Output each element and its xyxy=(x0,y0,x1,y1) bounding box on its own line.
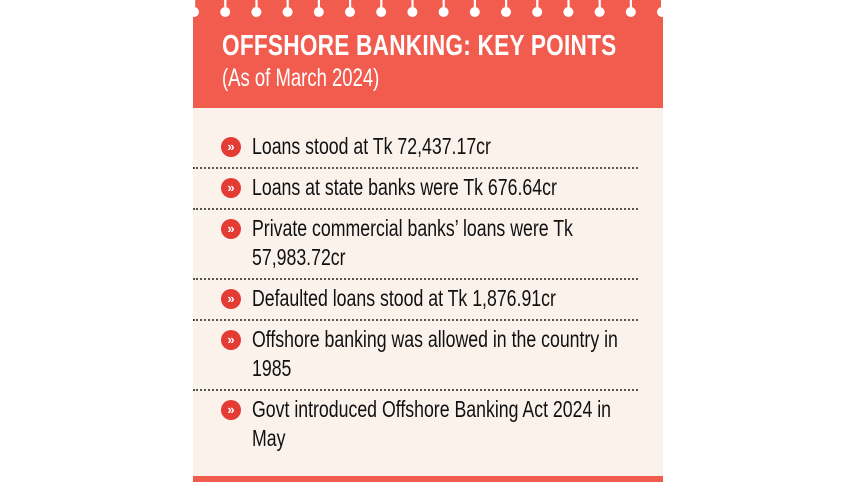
list-item: » Private commercial banks’ loans were Tk… xyxy=(193,210,638,280)
hole-stem xyxy=(193,0,196,12)
hole xyxy=(251,7,262,17)
hole-stem xyxy=(349,0,352,12)
footer-strip xyxy=(193,476,663,482)
hole xyxy=(407,7,418,17)
hole xyxy=(376,7,387,17)
hole-stem xyxy=(598,0,601,12)
hole xyxy=(563,7,574,17)
double-chevron-right-icon: » xyxy=(221,330,241,350)
hole xyxy=(657,7,663,17)
item-text: Govt introduced Offshore Banking Act 202… xyxy=(252,396,612,451)
hole xyxy=(193,7,199,17)
double-chevron-right-icon: » xyxy=(221,137,241,157)
hole-stem xyxy=(567,0,570,12)
hole-stem xyxy=(286,0,289,12)
double-chevron-right-icon: » xyxy=(221,400,241,420)
hole-stem xyxy=(317,0,320,12)
item-text: Loans stood at Tk 72,437.17cr xyxy=(252,133,491,159)
hole-stem xyxy=(442,0,445,12)
hole-stem xyxy=(536,0,539,12)
hole xyxy=(345,7,355,17)
hole xyxy=(282,7,293,17)
hole-stem xyxy=(505,0,508,12)
list-item: » Loans stood at Tk 72,437.17cr xyxy=(193,128,638,169)
double-chevron-right-icon: » xyxy=(221,219,241,239)
item-text: Offshore banking was allowed in the coun… xyxy=(252,326,618,381)
hole-stem xyxy=(380,0,383,12)
hole-stem xyxy=(255,0,258,12)
title: OFFSHORE BANKING: KEY POINTS xyxy=(222,30,617,62)
list-item: » Offshore banking was allowed in the cou… xyxy=(193,321,638,391)
hole xyxy=(438,7,449,17)
item-text: Loans at state banks were Tk 676.64cr xyxy=(252,174,557,200)
hole xyxy=(501,7,511,17)
list-item: » Defaulted loans stood at Tk 1,876.91cr xyxy=(193,280,638,321)
item-text: Defaulted loans stood at Tk 1,876.91cr xyxy=(252,285,556,311)
item-text: Private commercial banks’ loans were Tk … xyxy=(252,215,573,270)
hole-stem xyxy=(224,0,227,12)
hole xyxy=(313,7,324,17)
header: OFFSHORE BANKING: KEY POINTS (As of Marc… xyxy=(193,0,663,108)
key-points-list: » Loans stood at Tk 72,437.17cr » Loans at… xyxy=(193,128,663,459)
hole-stem xyxy=(629,0,632,12)
hole-stem xyxy=(661,0,663,12)
hole-stem xyxy=(473,0,476,12)
hole xyxy=(220,7,231,17)
infographic-card: OFFSHORE BANKING: KEY POINTS (As of Marc… xyxy=(193,0,663,482)
hole-stem xyxy=(411,0,414,12)
double-chevron-right-icon: » xyxy=(221,178,241,198)
subtitle: (As of March 2024) xyxy=(222,64,380,92)
list-item: » Loans at state banks were Tk 676.64cr xyxy=(193,169,638,210)
hole xyxy=(625,7,636,17)
hole xyxy=(532,7,543,17)
hole xyxy=(594,7,605,17)
list-item: » Govt introduced Offshore Banking Act 20… xyxy=(193,391,638,459)
notepad-holes-decoration xyxy=(193,0,663,17)
double-chevron-right-icon: » xyxy=(221,289,241,309)
hole xyxy=(469,7,480,17)
